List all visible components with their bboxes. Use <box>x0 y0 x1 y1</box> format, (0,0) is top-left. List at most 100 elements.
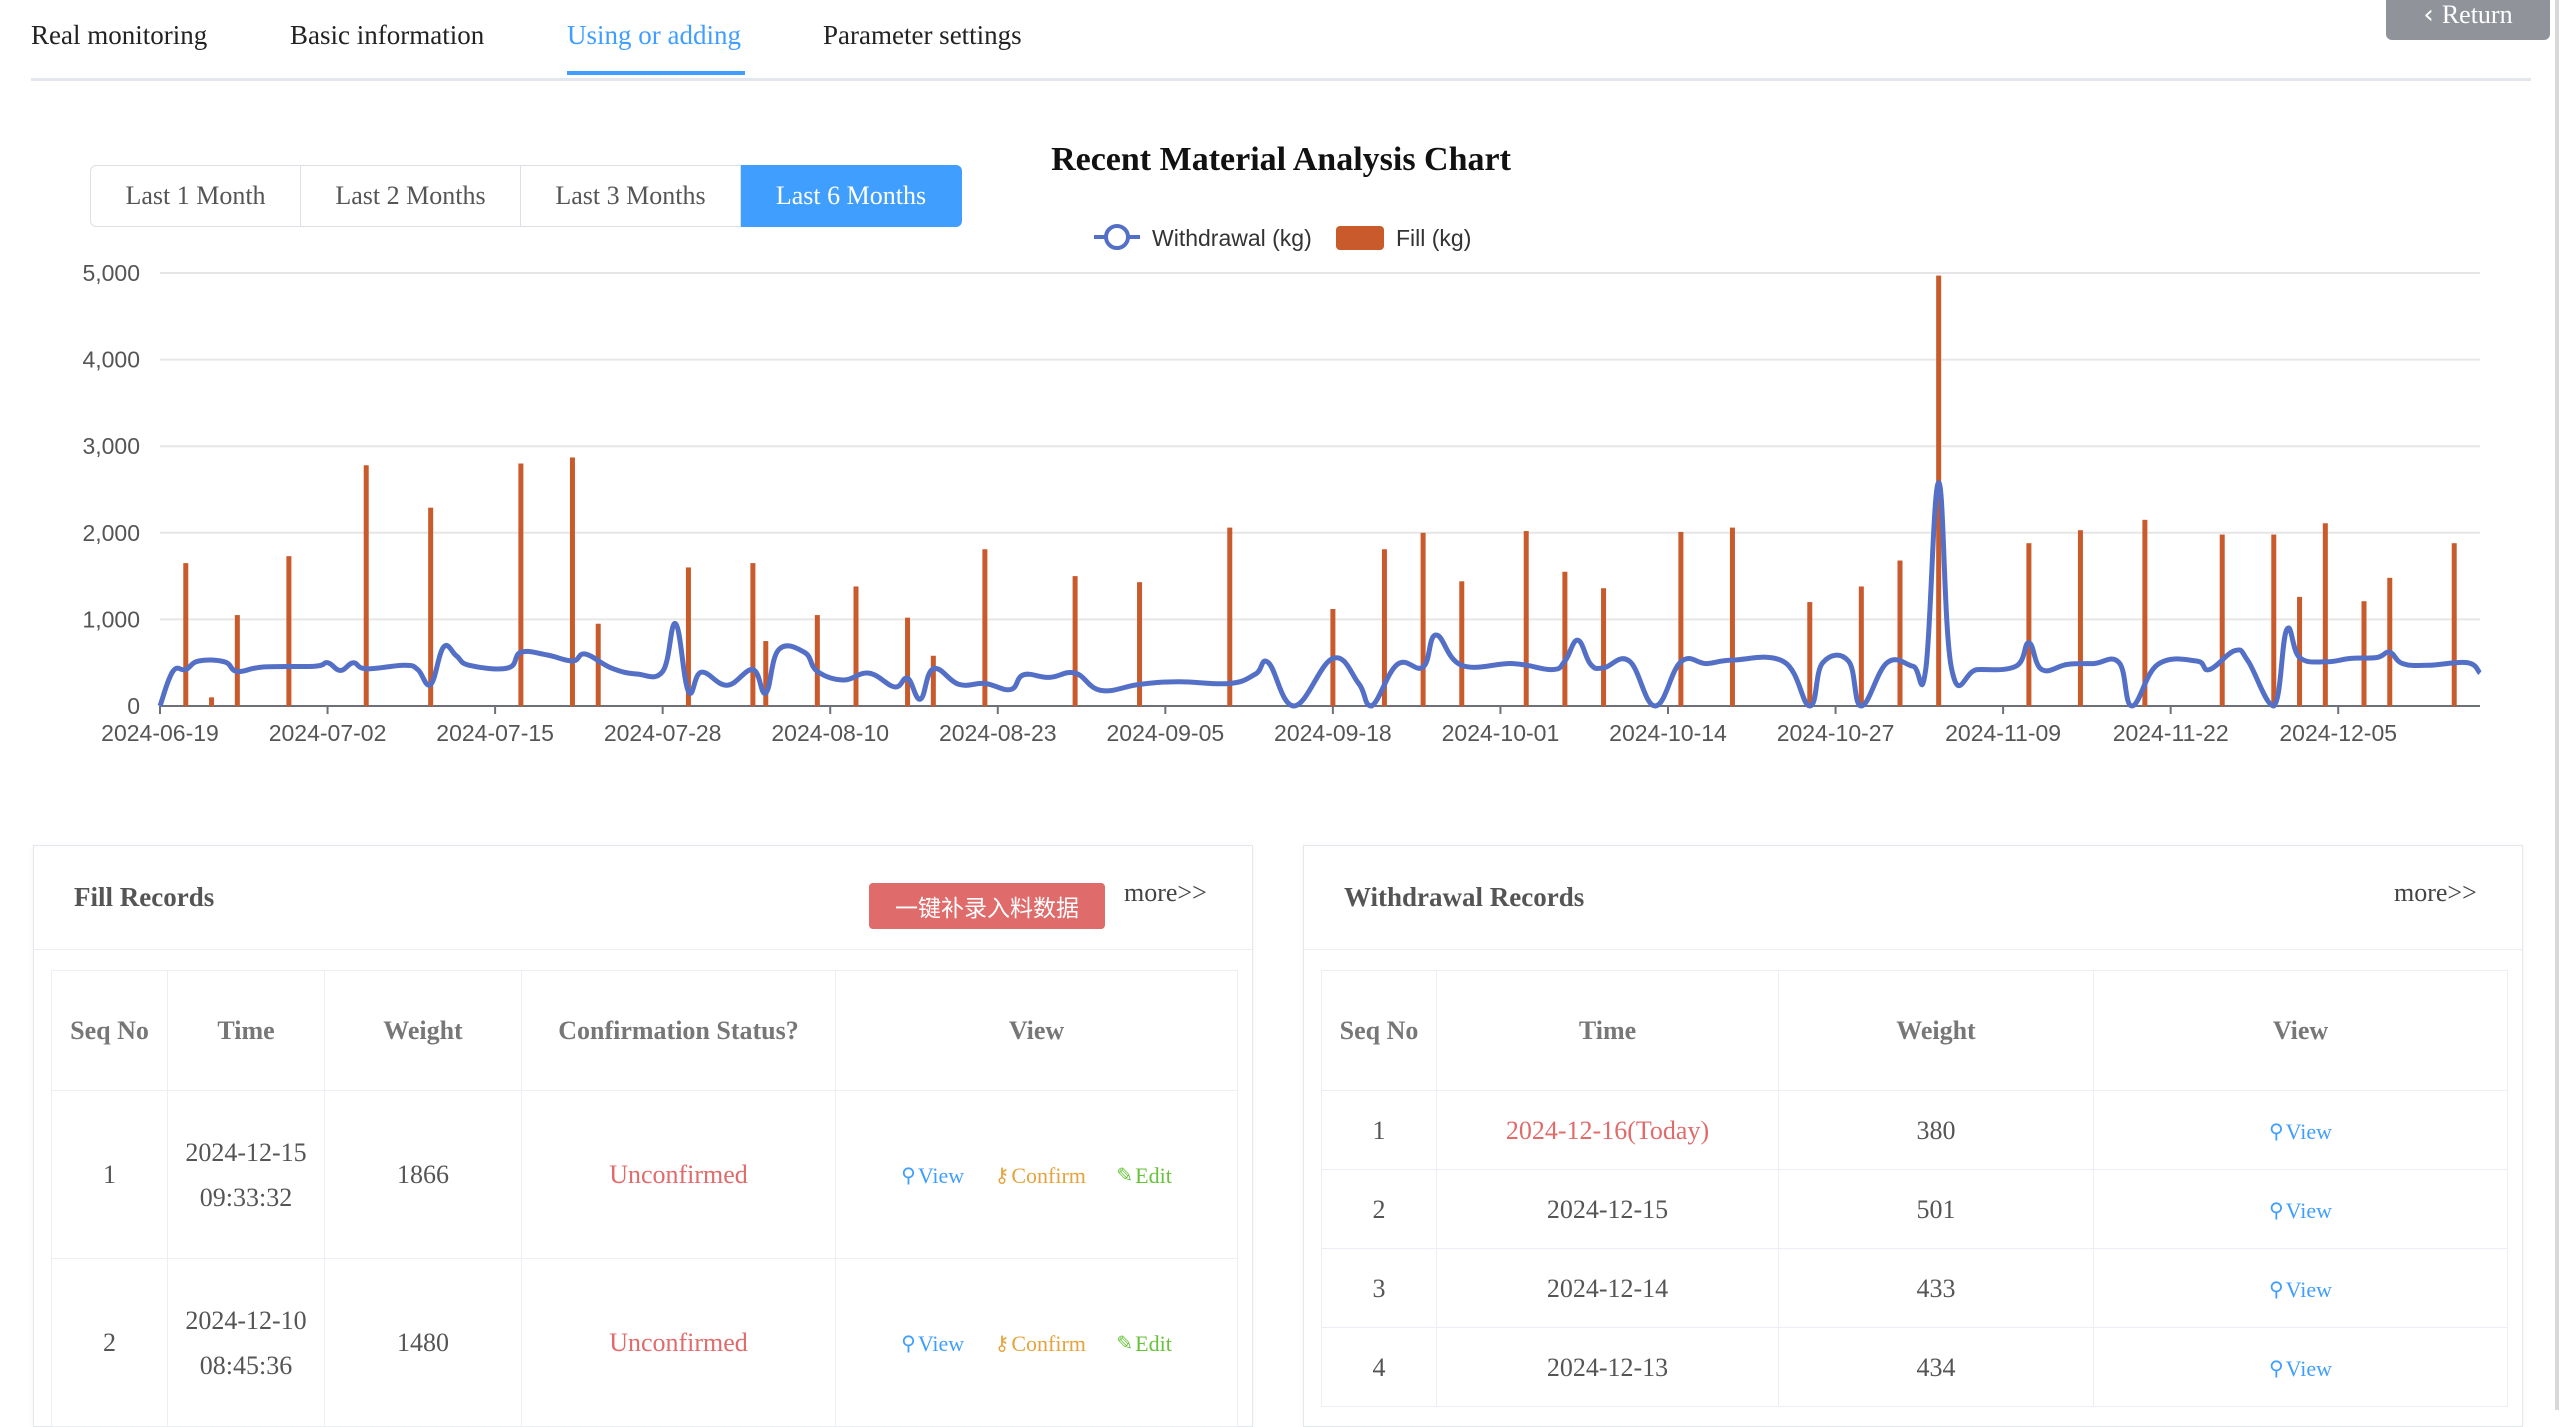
col-header-weight: Weight <box>1778 970 2094 1091</box>
confirm-label: Confirm <box>1011 1163 1086 1188</box>
search-icon: ⚲ <box>901 1331 916 1355</box>
fill-bar <box>286 556 292 706</box>
tab-using-or-adding[interactable]: Using or adding <box>567 20 741 50</box>
return-button[interactable]: ‹ Return <box>2386 0 2550 40</box>
cell-status: Unconfirmed <box>521 1258 836 1427</box>
edit-link[interactable]: ✎ Edit <box>1116 1153 1171 1198</box>
fill-bar <box>905 617 911 706</box>
legend-withdrawal-marker-icon <box>1104 224 1130 250</box>
col-header-view: View <box>2093 970 2508 1091</box>
view-link[interactable]: ⚲ View <box>2269 1346 2332 1391</box>
range-button-6-months[interactable]: Last 6 Months <box>741 165 962 227</box>
cell-weight: 433 <box>1778 1248 2094 1328</box>
tab-bar: Real monitoring Basic information Using … <box>31 0 2531 81</box>
col-header-seq: Seq No <box>51 970 168 1091</box>
fill-records-table: Seq No Time Weight Confirmation Status? … <box>51 970 1238 1427</box>
scrollbar[interactable] <box>2555 0 2559 1410</box>
tab-real-monitoring[interactable]: Real monitoring <box>31 20 208 50</box>
time-range-selector: Last 1 Month Last 2 Months Last 3 Months… <box>90 165 962 227</box>
fill-bar <box>2387 577 2393 706</box>
fill-bar <box>2451 543 2457 706</box>
chart-title: Recent Material Analysis Chart <box>1051 141 1512 178</box>
edit-icon: ✎ <box>1116 1163 1134 1187</box>
edit-link[interactable]: ✎ Edit <box>1116 1321 1171 1366</box>
fill-bar <box>595 623 601 706</box>
view-link[interactable]: ⚲ View <box>2269 1188 2332 1233</box>
cell-actions: ⚲ View ⚷ Confirm ✎ Edit <box>835 1090 1238 1259</box>
confirm-link[interactable]: ⚷ Confirm <box>995 1321 1086 1366</box>
cell-time: 2024-12-13 <box>1436 1327 1779 1407</box>
withdrawal-records-more-link[interactable]: more>> <box>2394 878 2477 907</box>
x-tick-label: 2024-10-14 <box>1609 720 1727 746</box>
table-row: 4 2024-12-13 434 ⚲ View <box>1321 1327 2508 1407</box>
fill-bar <box>853 586 859 706</box>
view-link[interactable]: ⚲ View <box>2269 1109 2332 1154</box>
view-link[interactable]: ⚲ View <box>901 1153 964 1198</box>
fill-bar <box>982 549 988 706</box>
cell-actions: ⚲ View <box>2093 1248 2508 1328</box>
fill-bar <box>1562 571 1568 706</box>
x-tick-label: 2024-08-10 <box>771 720 889 746</box>
quick-add-fill-button[interactable]: 一键补录入料数据 <box>869 883 1105 929</box>
fill-bar <box>1137 582 1143 706</box>
fill-bar <box>1858 586 1864 706</box>
x-tick-label: 2024-12-05 <box>2279 720 2397 746</box>
col-header-time: Time <box>1436 970 1779 1091</box>
fill-records-title: Fill Records <box>74 882 215 912</box>
fill-bar <box>814 615 820 706</box>
table-row: 2 2024-12-10 08:45:36 1480 Unconfirmed ⚲… <box>51 1258 1238 1427</box>
y-tick-label: 4,000 <box>82 347 140 373</box>
y-tick-label: 0 <box>127 693 140 719</box>
fill-bar <box>1072 576 1078 706</box>
view-link[interactable]: ⚲ View <box>901 1321 964 1366</box>
x-tick-label: 2024-06-19 <box>101 720 219 746</box>
cell-seq: 4 <box>1321 1327 1437 1407</box>
fill-bar <box>750 563 756 706</box>
col-header-status: Confirmation Status? <box>521 970 836 1091</box>
confirm-link[interactable]: ⚷ Confirm <box>995 1153 1086 1198</box>
withdrawal-records-card: Withdrawal Records more>> Seq No Time We… <box>1303 845 2523 1427</box>
x-tick-label: 2024-11-22 <box>2113 720 2229 746</box>
withdrawal-records-title: Withdrawal Records <box>1344 882 1585 912</box>
fill-bar <box>2361 601 2367 706</box>
cell-weight: 380 <box>1778 1090 2094 1170</box>
tab-parameter-settings[interactable]: Parameter settings <box>823 20 1022 50</box>
x-tick-label: 2024-10-01 <box>1442 720 1560 746</box>
col-header-seq: Seq No <box>1321 970 1437 1091</box>
fill-bar <box>2271 534 2277 706</box>
cell-seq: 3 <box>1321 1248 1437 1328</box>
material-analysis-chart: Recent Material Analysis Chart Withdrawal… <box>82 141 2482 746</box>
search-icon: ⚲ <box>2269 1197 2284 1222</box>
view-link[interactable]: ⚲ View <box>2269 1267 2332 1312</box>
y-tick-label: 2,000 <box>82 520 140 546</box>
range-button-2-months[interactable]: Last 2 Months <box>301 165 521 227</box>
x-tick-label: 2024-08-23 <box>939 720 1057 746</box>
fill-bar <box>209 697 215 706</box>
fill-bar <box>428 507 434 706</box>
fill-bar <box>1381 549 1387 706</box>
cell-actions: ⚲ View <box>2093 1327 2508 1407</box>
x-tick-label: 2024-10-27 <box>1777 720 1895 746</box>
fill-bar <box>2142 519 2148 706</box>
fill-bar <box>763 641 769 706</box>
range-button-3-months[interactable]: Last 3 Months <box>521 165 741 227</box>
cell-seq: 2 <box>1321 1169 1437 1249</box>
table-row: 3 2024-12-14 433 ⚲ View <box>1321 1248 2508 1328</box>
tab-basic-information[interactable]: Basic information <box>290 20 485 50</box>
search-icon: ⚲ <box>2269 1276 2284 1301</box>
active-tab-indicator <box>567 71 745 75</box>
legend-fill-label: Fill (kg) <box>1396 225 1471 251</box>
edit-icon: ✎ <box>1116 1331 1134 1355</box>
cell-actions: ⚲ View ⚷ Confirm ✎ Edit <box>835 1258 1238 1427</box>
x-tick-label: 2024-11-09 <box>1945 720 2061 746</box>
view-label: View <box>917 1331 965 1356</box>
edit-label: Edit <box>1135 1331 1172 1356</box>
x-tick-label: 2024-07-28 <box>604 720 722 746</box>
fill-bar <box>1807 602 1813 706</box>
fill-records-more-link[interactable]: more>> <box>1124 878 1207 907</box>
search-icon: ⚲ <box>2269 1355 2284 1380</box>
view-label: View <box>917 1163 965 1188</box>
y-tick-label: 3,000 <box>82 433 140 459</box>
cell-weight: 1480 <box>324 1258 522 1427</box>
range-button-1-month[interactable]: Last 1 Month <box>90 165 301 227</box>
